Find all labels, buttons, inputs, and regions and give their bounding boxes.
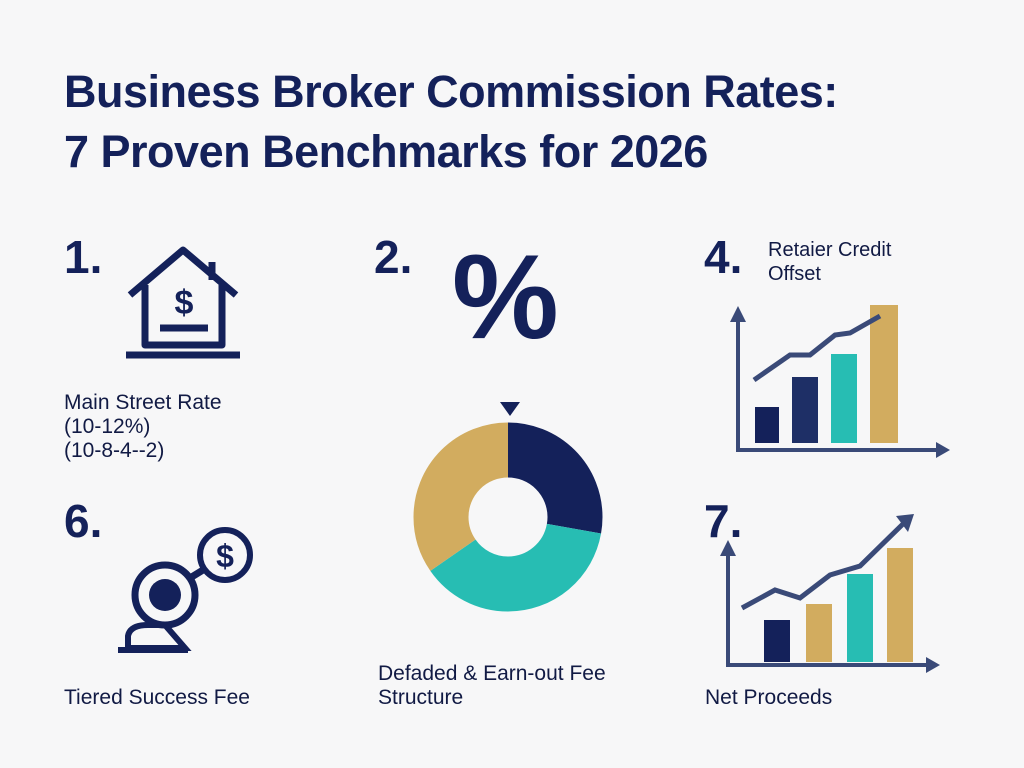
bar-icon: [720, 514, 940, 673]
title-line: Business Broker Commission Rates:: [64, 66, 838, 117]
bar-icon: [730, 305, 950, 458]
item-number: 1.: [64, 231, 103, 283]
item-label: Net Proceeds: [705, 686, 832, 710]
item-label: Main Street Rate (10-12%) (10-8-4--2): [64, 391, 222, 463]
label-line: Defaded & Earn-out Fee: [378, 662, 606, 685]
label-line: Main Street Rate: [64, 391, 222, 414]
label-line: Offset: [768, 263, 821, 285]
label-line: (10-8-4--2): [64, 439, 165, 462]
label-line: Structure: [378, 686, 464, 709]
label-line: Tiered Success Fee: [64, 686, 250, 709]
svg-text:$: $: [216, 538, 234, 574]
title: Business Broker Commission Rates: 7 Prov…: [64, 62, 838, 182]
coin-icon: $: [118, 527, 253, 653]
item-label: Tiered Success Fee: [64, 686, 250, 710]
label-line: (10-12%): [64, 415, 151, 438]
item-number: 7.: [704, 495, 743, 547]
item-label: Retaier Credit Offset: [768, 238, 891, 286]
percent-symbol: %: [452, 230, 559, 364]
item-label: Defaded & Earn-out Fee Structure: [378, 662, 606, 710]
item-number: 4.: [704, 231, 743, 283]
house-icon: $: [126, 246, 240, 359]
title-line: 7 Proven Benchmarks for 2026: [64, 126, 708, 177]
item-number: 6.: [64, 495, 103, 547]
donut-icon: [413, 422, 603, 612]
svg-text:$: $: [175, 284, 194, 322]
label-line: Retaier Credit: [768, 239, 892, 261]
item-number: 2.: [374, 231, 413, 283]
pointer: [500, 402, 520, 416]
label-line: Net Proceeds: [705, 686, 833, 709]
